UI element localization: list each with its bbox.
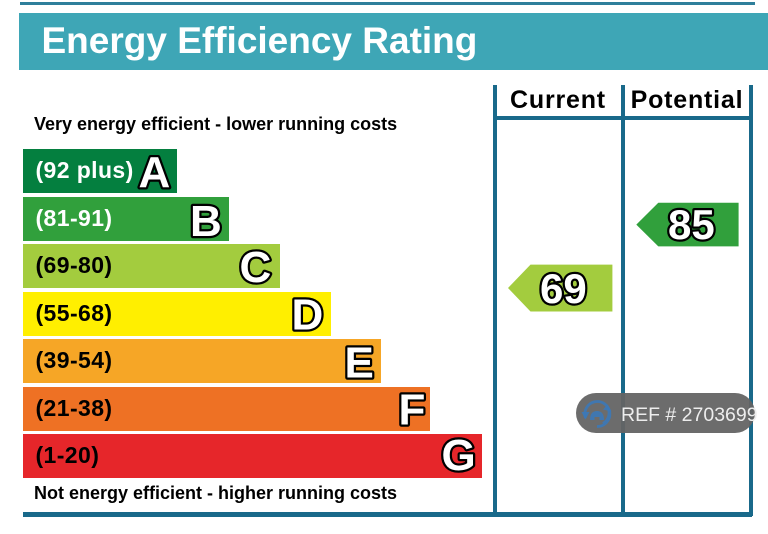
svg-text:69: 69 xyxy=(540,265,587,312)
svg-text:A: A xyxy=(139,148,171,197)
svg-text:G: G xyxy=(442,431,476,480)
svg-text:REF # 2703699: REF # 2703699 xyxy=(621,404,758,426)
svg-text:E: E xyxy=(345,339,374,388)
svg-text:B: B xyxy=(190,197,222,246)
svg-text:C: C xyxy=(240,243,272,292)
svg-text:85: 85 xyxy=(668,201,715,248)
svg-text:F: F xyxy=(399,386,426,435)
svg-text:D: D xyxy=(292,291,324,340)
